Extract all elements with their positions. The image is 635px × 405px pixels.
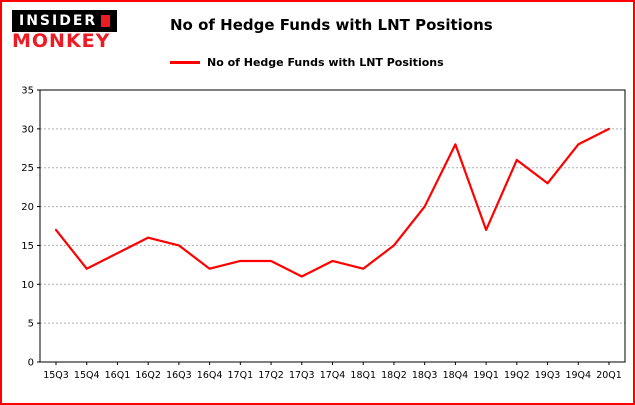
x-tick-label: 16Q4 (197, 370, 223, 381)
y-tick-label: 20 (21, 202, 34, 213)
x-tick-label: 16Q3 (166, 370, 192, 381)
x-tick-label: 19Q4 (565, 370, 591, 381)
x-tick-label: 19Q1 (473, 370, 499, 381)
y-tick-label: 0 (28, 358, 34, 369)
x-tick-label: 18Q2 (381, 370, 407, 381)
legend-line-swatch (170, 61, 200, 64)
line-chart-svg: 0 5 10 15 20 25 30 35 15Q3 15Q4 16Q1 16Q2 16Q3 16Q4 17… (21, 86, 626, 381)
logo-top: INSIDER (12, 10, 118, 32)
chart-legend: No of Hedge Funds with LNT Positions (170, 56, 444, 69)
line-chart: 0 5 10 15 20 25 30 35 15Q3 15Q4 16Q1 16Q2 16Q3 16Q4 17… (2, 80, 633, 402)
x-tick-label: 16Q2 (135, 370, 161, 381)
y-tick-label: 10 (21, 280, 34, 291)
y-tick-label: 5 (28, 319, 34, 330)
logo-text-monkey: MONKEY (12, 30, 111, 52)
y-tick-label: 30 (21, 124, 34, 135)
x-tick-label: 18Q1 (350, 370, 376, 381)
x-tick-label: 17Q4 (320, 370, 346, 381)
x-tick-label: 17Q3 (289, 370, 315, 381)
x-tick-label: 16Q1 (105, 370, 131, 381)
logo-text-insider: INSIDER (19, 13, 98, 29)
y-tick-label: 15 (21, 241, 34, 252)
x-tick-label: 17Q1 (228, 370, 254, 381)
insider-monkey-logo: INSIDER MONKEY (12, 10, 122, 51)
chart-title: No of Hedge Funds with LNT Positions (170, 16, 493, 34)
x-tick-label: 19Q2 (504, 370, 530, 381)
y-tick-label: 25 (21, 163, 34, 174)
x-tick-label: 18Q3 (412, 370, 438, 381)
x-tick-label: 15Q4 (74, 370, 100, 381)
x-tick-label: 19Q3 (535, 370, 561, 381)
x-tick-label: 18Q4 (443, 370, 469, 381)
legend-label: No of Hedge Funds with LNT Positions (207, 56, 444, 69)
x-tick-label: 17Q2 (258, 370, 284, 381)
x-tick-label: 20Q1 (596, 370, 622, 381)
logo-red-block-icon (101, 15, 111, 27)
data-line (54, 127, 611, 278)
x-tick-label: 15Q3 (43, 370, 69, 381)
y-tick-label: 35 (21, 86, 34, 97)
